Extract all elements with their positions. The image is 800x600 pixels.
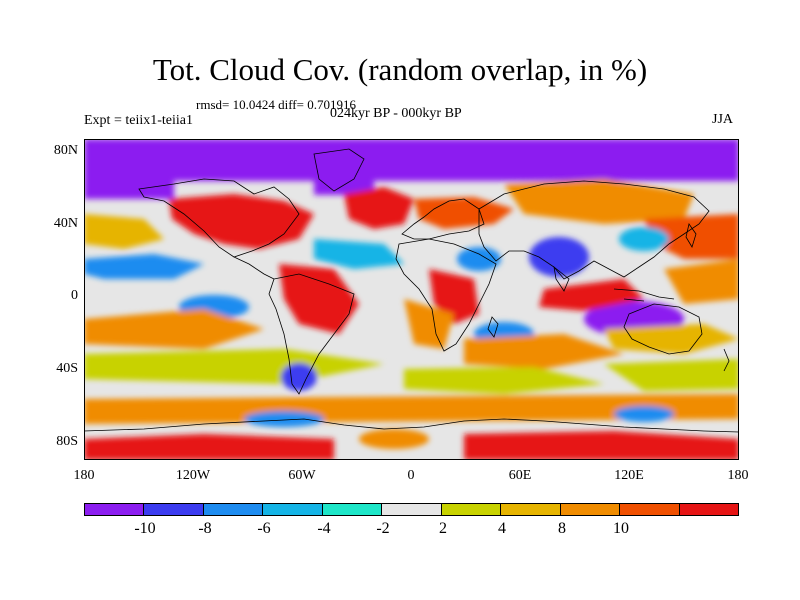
colorbar-box [679,504,738,515]
colorbar-label: -2 [376,520,390,537]
lat-label-eq: 0 [71,288,78,303]
period-label: 024kyr BP - 000kyr BP [330,106,462,121]
lon-label-120e: 120E [614,468,644,483]
stats-label: rmsd= 10.0424 diff= 0.701916 [196,97,356,112]
colorbar-box [620,504,680,515]
cloud-cover-map [84,139,739,460]
colorbar [84,503,739,516]
colorbar-box [382,504,442,515]
lat-label-80n: 80N [53,143,78,158]
chart-title: Tot. Cloud Cov. (random overlap, in %) [152,52,648,87]
season-label: JJA [712,112,734,127]
colorbar-label: -8 [198,520,212,537]
lat-label-40n: 40N [53,216,78,231]
lon-label-180w: 180 [73,468,95,483]
colorbar-box [560,504,621,515]
lon-label-120w: 120W [175,468,211,483]
experiment-label: Expt = teiix1-teiia1 [84,113,193,128]
colorbar-box [322,504,383,515]
colorbar-label: 10 [613,520,629,537]
lon-label-0: 0 [407,468,415,483]
colorbar-box [501,504,561,515]
lon-label-180e: 180 [727,468,749,483]
lon-label-60w: 60W [288,468,316,483]
colorbar-label: -4 [317,520,331,537]
colorbar-box [263,504,323,515]
colorbar-label: 8 [558,520,566,537]
colorbar-box [203,504,264,515]
colorbar-box [144,504,204,515]
lat-label-40s: 40S [56,361,78,376]
colorbar-box [441,504,502,515]
lon-label-60e: 60E [508,468,532,483]
colorbar-box [85,504,145,515]
colorbar-label: -6 [257,520,271,537]
colorbar-label: -10 [134,520,156,537]
colorbar-label: 2 [439,520,447,537]
colorbar-label: 4 [498,520,506,537]
lat-label-80s: 80S [56,434,78,449]
